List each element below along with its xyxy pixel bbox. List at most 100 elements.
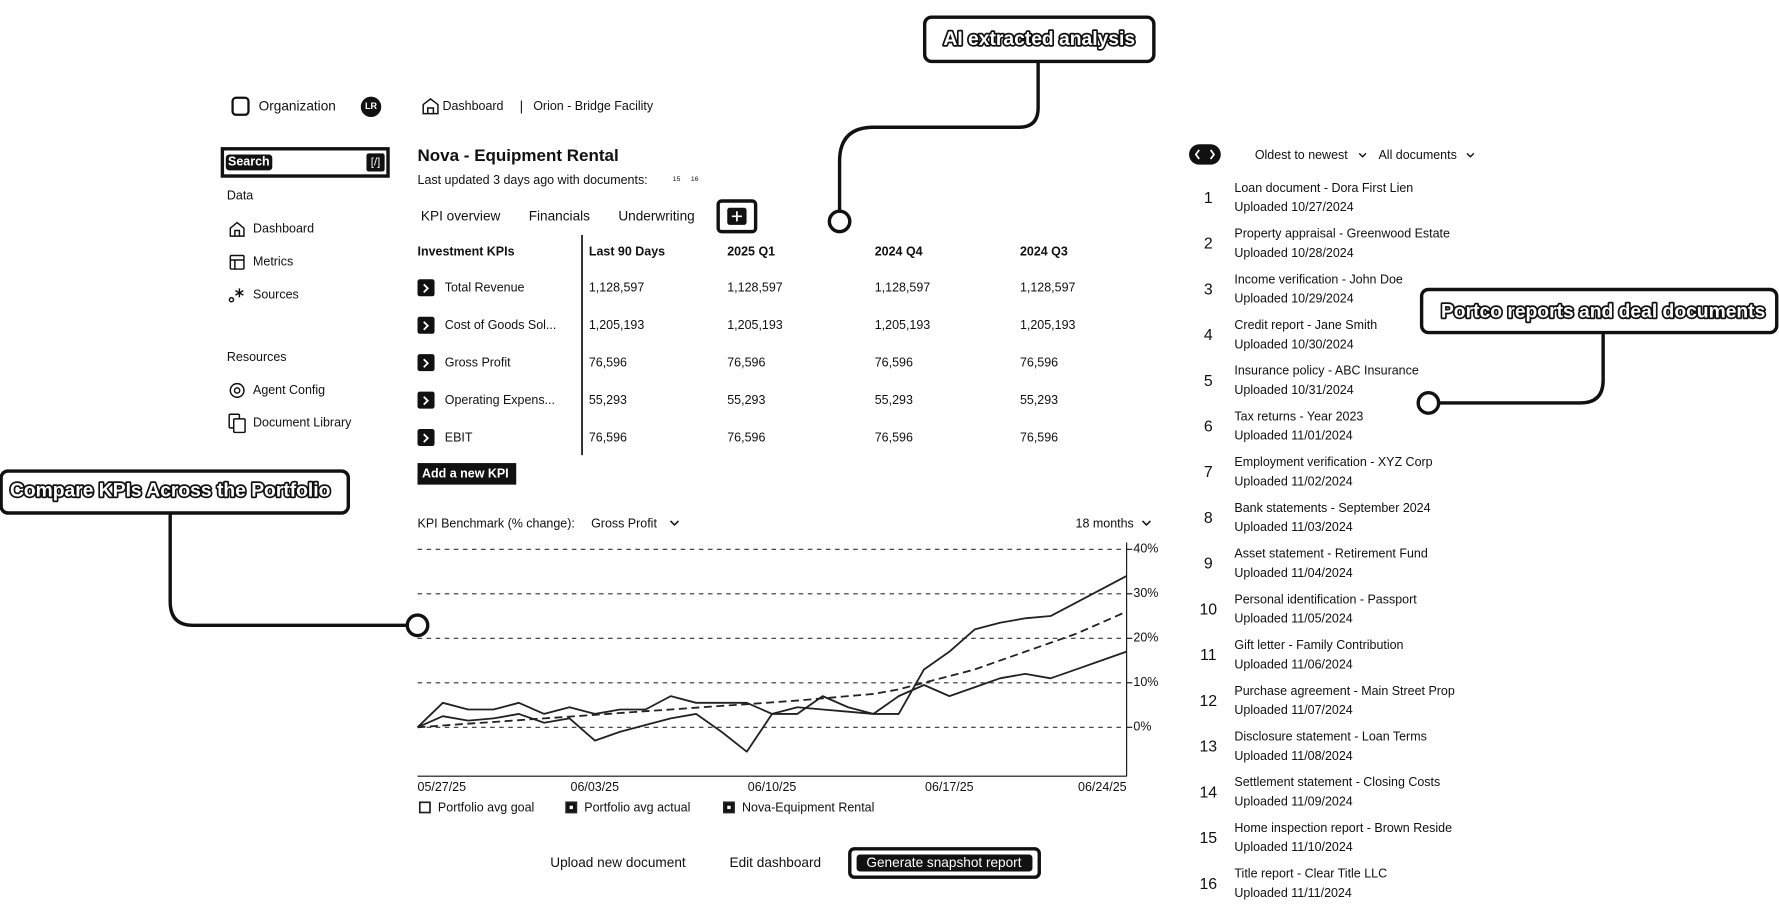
row-name[interactable]: EBIT bbox=[445, 430, 473, 444]
cell-value: 76,596 bbox=[1020, 430, 1058, 444]
row-expand-chevron bbox=[423, 358, 430, 368]
callout-dot bbox=[827, 209, 852, 234]
row-name[interactable]: Total Revenue bbox=[445, 281, 525, 295]
org-name[interactable]: Organization bbox=[259, 98, 336, 113]
doc-number: 6 bbox=[1204, 419, 1213, 436]
nav-icons bbox=[228, 97, 439, 434]
cell-value: 55,293 bbox=[589, 393, 627, 407]
doc-title[interactable]: Insurance policy - ABC Insurance bbox=[1234, 364, 1418, 378]
library-icon-front bbox=[232, 418, 246, 434]
filter-dropdown[interactable]: All documents bbox=[1378, 148, 1456, 162]
doc-date: Uploaded 10/30/2024 bbox=[1234, 337, 1353, 351]
annotation: Compare KPIs Across the Portfolio bbox=[10, 481, 331, 502]
doc-date: Uploaded 11/06/2024 bbox=[1234, 657, 1352, 671]
action-link[interactable]: Upload new document bbox=[550, 855, 686, 870]
cell-value: 55,293 bbox=[727, 393, 765, 407]
column-header: 2024 Q3 bbox=[1020, 244, 1068, 258]
row-expand-chevron bbox=[423, 396, 430, 406]
doc-number: 11 bbox=[1200, 647, 1217, 664]
cell-value: 1,128,597 bbox=[875, 281, 931, 295]
doc-title[interactable]: Tax returns - Year 2023 bbox=[1234, 409, 1363, 423]
breadcrumb-current: Orion - Bridge Facility bbox=[533, 99, 654, 113]
add-kpi-label: Add a new KPI bbox=[422, 467, 509, 481]
legend-label: Portfolio avg goal bbox=[438, 800, 534, 814]
range-dropdown[interactable]: 18 months bbox=[1076, 517, 1134, 531]
callout-box bbox=[0, 469, 351, 515]
nav-item[interactable]: Document Library bbox=[253, 416, 352, 430]
doc-title[interactable]: Settlement statement - Closing Costs bbox=[1234, 775, 1440, 789]
doc-date: Uploaded 11/10/2024 bbox=[1234, 840, 1352, 854]
nav-item[interactable]: Sources bbox=[253, 287, 299, 301]
callout-line bbox=[837, 61, 1040, 211]
doc-ref[interactable]: 16 bbox=[691, 176, 699, 183]
row-name[interactable]: Gross Profit bbox=[445, 356, 511, 370]
chart-label: KPI Benchmark (% change): bbox=[418, 517, 575, 531]
column-header: Last 90 Days bbox=[589, 244, 665, 258]
doc-title[interactable]: Home inspection report - Brown Reside bbox=[1234, 821, 1452, 835]
tab[interactable]: KPI overview bbox=[421, 208, 501, 223]
org-icon bbox=[231, 96, 250, 116]
tab[interactable]: Underwriting bbox=[618, 208, 694, 223]
doc-title[interactable]: Personal identification - Passport bbox=[1234, 592, 1417, 606]
doc-number: 15 bbox=[1199, 830, 1217, 847]
doc-date: Uploaded 10/29/2024 bbox=[1234, 292, 1353, 306]
nav-item[interactable]: Metrics bbox=[253, 255, 293, 269]
home-icon bbox=[229, 221, 245, 237]
sort-dropdown[interactable]: Oldest to newest bbox=[1255, 148, 1348, 162]
callout-dot bbox=[1416, 391, 1441, 415]
doc-number: 16 bbox=[1199, 876, 1217, 893]
doc-number: 1 bbox=[1204, 190, 1213, 207]
row-name[interactable]: Operating Expens... bbox=[445, 393, 555, 407]
avatar-initials: LR bbox=[365, 101, 378, 111]
breadcrumb-link[interactable]: Dashboard bbox=[442, 99, 503, 113]
row-name[interactable]: Cost of Goods Sol... bbox=[445, 318, 557, 332]
metric-dropdown[interactable]: Gross Profit bbox=[591, 517, 657, 531]
nav-item[interactable]: Dashboard bbox=[253, 222, 314, 236]
doc-title[interactable]: Gift letter - Family Contribution bbox=[1234, 638, 1403, 652]
doc-title[interactable]: Loan document - Dora First Lien bbox=[1234, 181, 1413, 195]
x-tick-label: 06/24/25 bbox=[1078, 780, 1127, 794]
doc-title[interactable]: Employment verification - XYZ Corp bbox=[1234, 455, 1432, 469]
tab[interactable]: Financials bbox=[529, 208, 590, 223]
doc-number: 4 bbox=[1204, 327, 1213, 344]
last-updated: Last updated 3 days ago with documents: bbox=[418, 173, 648, 187]
legend-swatch-inner bbox=[569, 805, 573, 810]
page-title: Nova - Equipment Rental bbox=[418, 146, 619, 165]
doc-ref[interactable]: 15 bbox=[673, 176, 681, 183]
y-tick-label: 0% bbox=[1133, 720, 1151, 734]
doc-number: 13 bbox=[1199, 739, 1217, 756]
doc-date: Uploaded 11/11/2024 bbox=[1234, 886, 1351, 900]
row-expand-chevron bbox=[423, 321, 430, 331]
add-kpi-button[interactable] bbox=[417, 463, 517, 485]
doc-date: Uploaded 11/02/2024 bbox=[1234, 474, 1352, 488]
metrics-icon bbox=[229, 254, 245, 270]
doc-title[interactable]: Purchase agreement - Main Street Prop bbox=[1234, 684, 1454, 698]
snapshot-highlight bbox=[856, 854, 1033, 872]
key-hint: [/] bbox=[371, 156, 380, 168]
config-icon bbox=[229, 382, 245, 399]
doc-title[interactable]: Property appraisal - Greenwood Estate bbox=[1234, 227, 1450, 241]
doc-title[interactable]: Bank statements - September 2024 bbox=[1234, 501, 1430, 515]
action-link[interactable]: Edit dashboard bbox=[730, 855, 822, 870]
callout-dot bbox=[405, 613, 430, 638]
cell-value: 76,596 bbox=[589, 430, 627, 444]
doc-number: 2 bbox=[1204, 236, 1213, 253]
metrics-icon-lines bbox=[230, 259, 244, 270]
doc-number: 3 bbox=[1204, 281, 1213, 298]
cell-value: 1,128,597 bbox=[727, 281, 783, 295]
doc-title[interactable]: Income verification - John Doe bbox=[1234, 272, 1402, 286]
key-hint-bg bbox=[366, 153, 385, 172]
doc-title[interactable]: Disclosure statement - Loan Terms bbox=[1234, 729, 1426, 743]
doc-title[interactable]: Asset statement - Retirement Fund bbox=[1234, 547, 1427, 561]
legend-label: Nova-Equipment Rental bbox=[742, 800, 874, 814]
nav-item[interactable]: Agent Config bbox=[253, 383, 325, 397]
panel-toggle[interactable] bbox=[1189, 144, 1221, 165]
doc-number: 9 bbox=[1204, 556, 1213, 573]
y-tick-label: 20% bbox=[1133, 631, 1158, 645]
cell-value: 1,205,193 bbox=[1020, 318, 1076, 332]
doc-title[interactable]: Title report - Clear Title LLC bbox=[1234, 867, 1387, 881]
doc-title[interactable]: Credit report - Jane Smith bbox=[1234, 318, 1377, 332]
avatar[interactable] bbox=[360, 96, 382, 118]
doc-date: Uploaded 11/01/2024 bbox=[1234, 429, 1352, 443]
